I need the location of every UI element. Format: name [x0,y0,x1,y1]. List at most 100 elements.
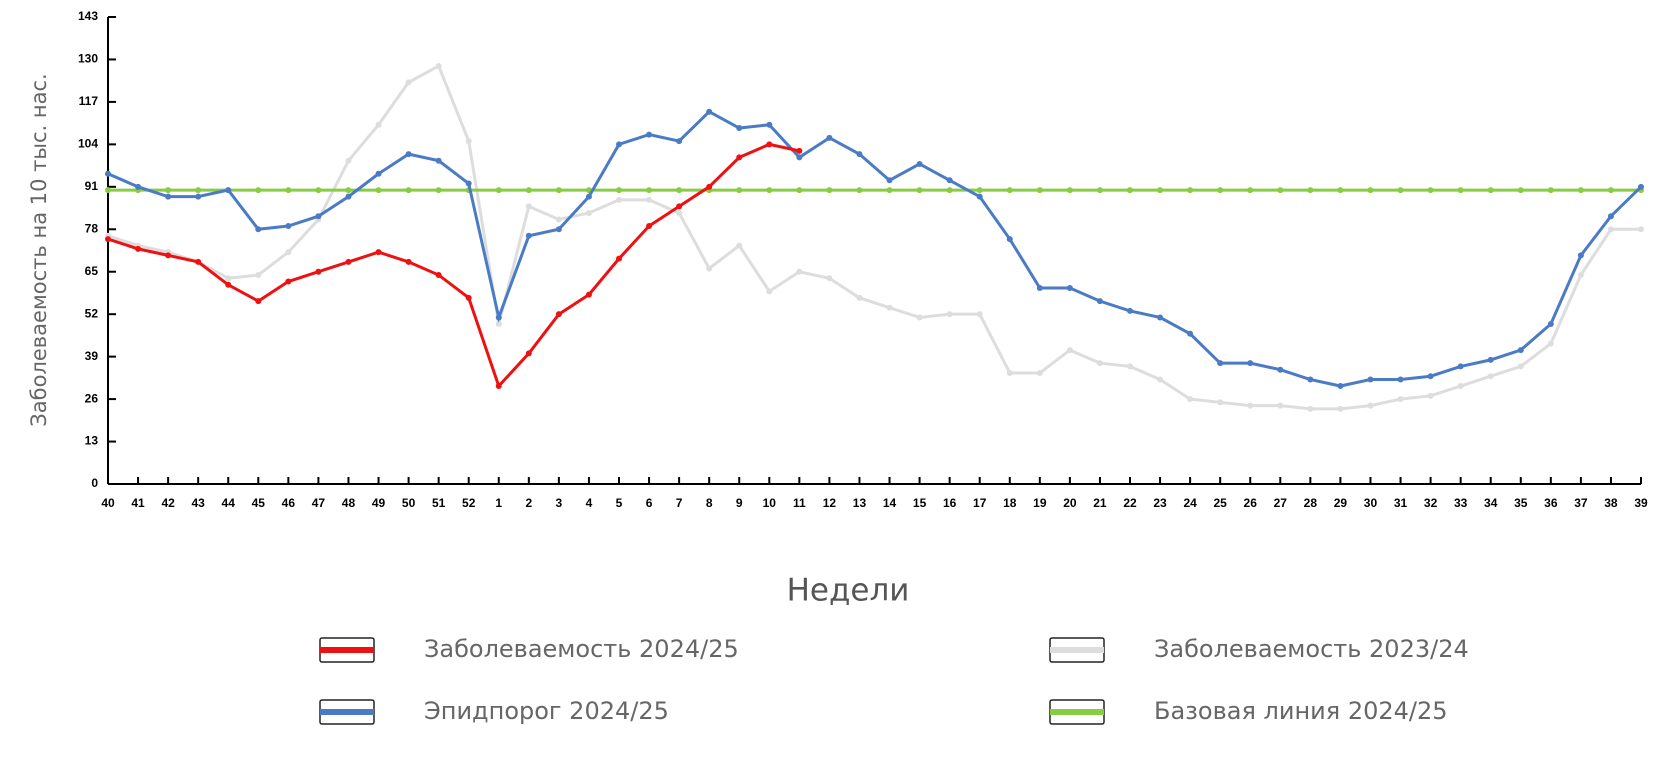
x-tick-label: 30 [1364,496,1378,510]
point [796,268,803,275]
point [1187,330,1194,337]
x-tick-label: 18 [1003,496,1017,510]
point [225,281,232,288]
point [706,183,713,190]
point [1307,187,1314,194]
point [255,187,262,194]
point [105,187,111,194]
point [856,187,863,194]
x-tick-label: 4 [586,496,593,510]
point [676,209,683,216]
point [255,298,262,305]
x-tick-label: 21 [1093,496,1107,510]
x-tick-label: 36 [1544,496,1558,510]
series-line [107,63,1641,411]
point [345,193,352,200]
x-tick-label: 13 [853,496,867,510]
point [255,226,262,233]
point [646,187,653,194]
x-tick-label: 39 [1634,496,1648,510]
legend-swatch [320,647,374,653]
point [886,177,893,184]
point [1157,314,1164,321]
y-tick-label: 91 [85,179,99,193]
point [1337,187,1344,194]
point [1457,383,1464,390]
x-tick-label: 15 [913,496,927,510]
x-tick-label: 9 [736,496,743,510]
x-tick-label: 46 [282,496,296,510]
point [1427,187,1434,194]
x-tick-label: 26 [1244,496,1258,510]
point [1157,376,1164,383]
point [1277,366,1284,373]
point [315,187,322,194]
point [1006,236,1013,243]
y-tick-label: 13 [85,434,99,448]
point [676,138,683,145]
point [1577,271,1584,278]
point [555,311,562,318]
legend-label: Заболеваемость 2024/25 [424,635,739,663]
point [585,193,592,200]
point [285,187,292,194]
point [1006,369,1013,376]
point [195,258,202,265]
x-tick-label: 33 [1454,496,1468,510]
point [826,275,833,282]
point [525,187,532,194]
series-line [107,109,1643,388]
point [285,249,292,256]
point [646,223,653,230]
point [766,288,773,295]
point [796,187,803,194]
series [105,62,1644,412]
x-tick-label: 51 [432,496,446,510]
point [345,157,352,164]
point [1247,360,1254,367]
point [165,187,172,194]
legend-swatch [1050,709,1104,715]
x-tick-label: 42 [161,496,175,510]
x-tick-label: 1 [495,496,502,510]
x-tick-label: 24 [1183,496,1197,510]
point [285,278,292,285]
point [1127,187,1133,194]
point [736,154,743,161]
point [1187,396,1194,403]
point [195,187,202,194]
x-tick-label: 14 [883,496,897,510]
x-tick-label: 19 [1033,496,1047,510]
x-tick-label: 8 [706,496,713,510]
point [1517,347,1524,354]
x-tick-label: 50 [402,496,416,510]
point [525,203,532,210]
y-tick-label: 143 [78,9,98,23]
point [1367,187,1374,194]
point [766,121,773,128]
point [1397,187,1404,194]
point [1517,363,1524,370]
x-tick-label: 3 [556,496,563,510]
y-tick-label: 117 [79,94,99,108]
point [1397,396,1404,403]
point [1006,187,1013,194]
point [375,249,382,256]
point [375,121,382,128]
point [465,138,472,145]
point [1307,405,1314,412]
x-tick-label: 16 [943,496,957,510]
point [165,252,172,259]
point [1638,183,1644,190]
point [1247,402,1254,409]
x-tick-label: 41 [131,496,145,510]
x-tick-label: 29 [1334,496,1348,510]
point [1547,320,1554,327]
x-tick-label: 22 [1123,496,1137,510]
x-tick-label: 6 [646,496,653,510]
point [1487,373,1494,380]
x-tick-label: 10 [763,496,777,510]
x-tick-label: 32 [1424,496,1438,510]
x-tick-label: 23 [1153,496,1167,510]
y-axis-title: Заболеваемость на 10 тыс. нас. [27,73,51,426]
